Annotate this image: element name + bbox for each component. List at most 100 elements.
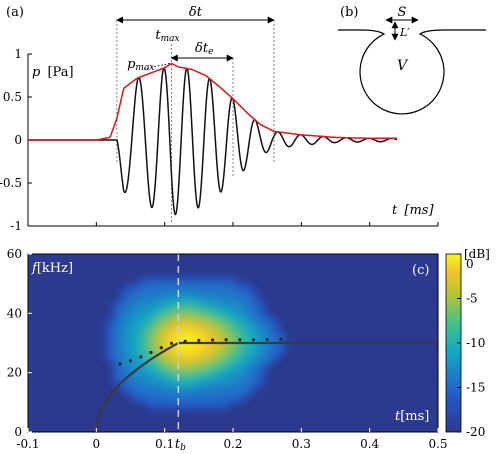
spectrogram-cell [181,396,190,403]
spectrogram-cell [243,307,251,314]
spectrogram-cell [188,331,196,338]
spectrogram-cell [188,289,196,297]
spectrogram-cell [215,402,224,409]
spectrogram-cell [256,331,265,338]
spectrogram-cell [236,354,244,362]
spectrogram-cell [215,337,224,344]
spectrogram-cell [147,343,155,350]
panel-c-xlabel: t[ms] [395,409,429,424]
spectrogram-cell [188,325,196,332]
spectrogram-cell [209,295,217,302]
spectrogram-cell [181,348,190,356]
spectrogram-cell [120,366,128,374]
spectrogram-cell [168,366,176,374]
colorbar-tick-label: -10 [466,336,485,350]
spectrogram-cell [113,343,121,350]
spectrogram-cell [209,366,217,374]
spectrogram-cell [154,390,162,397]
spectrogram-cell [209,277,217,285]
spectrogram-cell [154,307,162,314]
spectrogram-cell [127,325,135,332]
spectrogram-cell [229,325,237,332]
peak-frequency-dot [197,338,201,342]
spectrogram-cell [188,372,196,380]
spectrogram-cell [127,366,135,374]
spectrogram-cell [256,378,265,386]
spectrogram-cell [120,319,128,326]
spectrogram-cell [181,331,190,338]
spectrogram-cell [147,378,155,386]
panel-a-ytick-label: 0 [14,133,22,147]
panel-a-ylabel-var: p [32,65,41,80]
spectrogram-cell [229,396,237,403]
spectrogram-cell [188,337,196,344]
spectrogram-cell [270,348,278,356]
spectrogram-cell [181,384,190,391]
spectrogram-cell [127,307,135,314]
spectrogram-cell [270,325,278,332]
spectrogram-cell [113,331,121,338]
panel-c-xtick-label: 0 [93,437,101,451]
spectrogram-cell [215,295,224,302]
spectrogram-cell [168,289,176,297]
peak-frequency-dot [159,346,163,350]
spectrogram-cell [127,289,135,297]
spectrogram-cell [215,348,224,356]
panel-c-ytick-label: 40 [7,306,22,320]
spectrogram-cell [236,390,244,397]
spectrogram-cell [202,360,210,368]
spectrogram-cell [195,360,203,368]
spectrogram-cell [250,313,258,320]
spectrogram-cell [229,331,237,338]
spectrogram-cell [222,277,231,285]
spectrogram-cell [168,337,176,344]
spectrogram-cell [229,313,237,320]
spectrogram-cell [133,331,142,338]
spectrogram-cell [243,372,251,380]
spectrogram-cell [229,366,237,374]
spectrogram-cell [133,354,142,362]
spectrogram-cell [215,331,224,338]
spectrogram-cell [195,396,203,403]
t-max-label: tmax [155,28,179,44]
spectrogram-cell [181,343,190,350]
spectrogram-cell [263,331,272,338]
spectrogram-cell [215,378,224,386]
resonator-wall-diagram [338,29,486,115]
spectrogram-cell [202,307,210,314]
spectrogram-cell [174,354,183,362]
spectrogram-cell [188,384,196,391]
spectrogram-cell [181,402,190,409]
spectrogram-cell [133,396,142,403]
spectrogram-cell [215,396,224,403]
spectrogram-cell [174,402,183,409]
spectrogram-cell [154,325,162,332]
spectrogram-cell [181,372,190,380]
panel-c-y-ticks: 0 20 40 60 [7,247,32,439]
spectrogram-cell [161,277,169,285]
p-max-label: pmax [127,57,154,73]
spectrogram-cell [250,366,258,374]
spectrogram-cell [229,283,237,291]
spectrogram-cell [222,325,231,332]
panel-c-label: (c) [412,263,429,278]
spectrogram-cell [229,360,237,368]
spectrogram-cell [140,283,149,291]
spectrogram-cell [263,313,272,320]
panel-a-xlabel: t [ms] [392,203,434,218]
spectrogram-cell [161,372,169,380]
spectrogram-cell [113,372,121,380]
delta-t-label: δt [189,5,203,20]
spectrogram-cell [181,360,190,368]
spectrogram-cell [154,295,162,302]
diagram-S-label: S [398,5,407,20]
colorbar-tick-label: -5 [466,292,478,306]
dotted-peak-frequency [118,337,283,366]
panel-c-ylabel: f[kHz] [31,261,73,276]
spectrogram-cell [236,313,244,320]
spectrogram-cell [140,366,149,374]
spectrogram-cell [174,343,183,350]
spectrogram-cell [120,313,128,320]
spectrogram-cell [202,372,210,380]
spectrogram-cell [168,384,176,391]
